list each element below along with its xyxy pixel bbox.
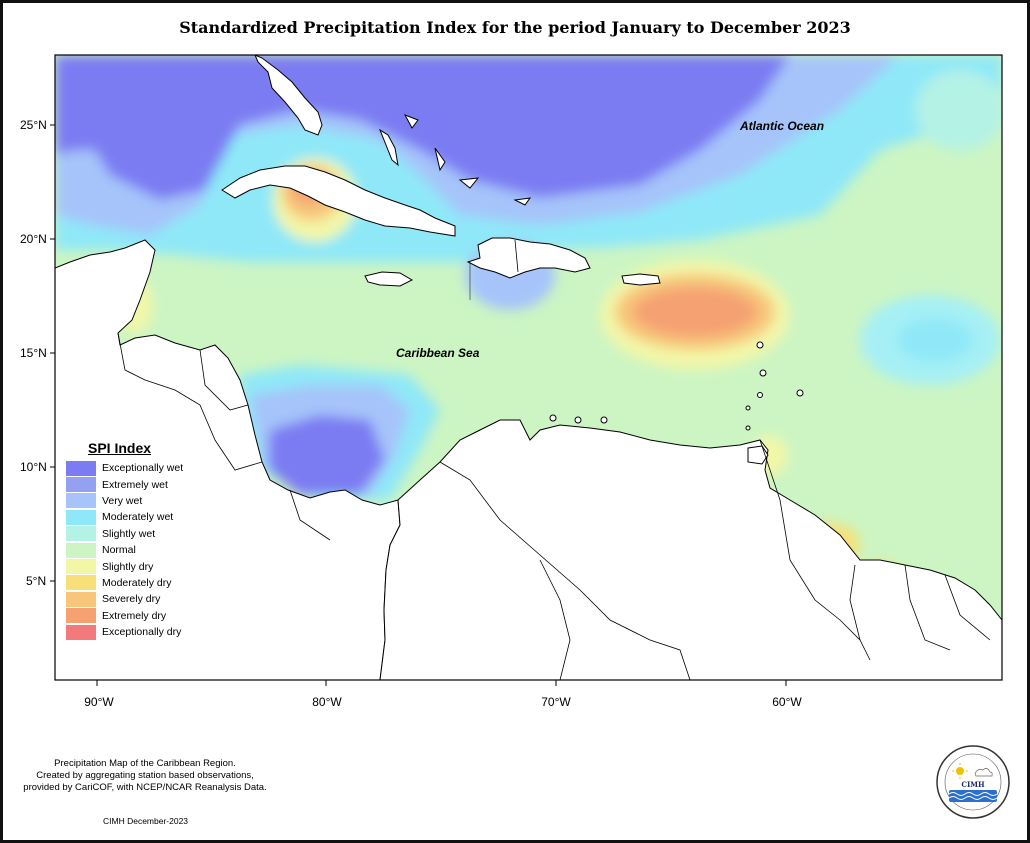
jamaica: [364, 271, 414, 287]
legend-swatch: [66, 575, 96, 591]
footer-note-line: Precipitation Map of the Caribbean Regio…: [54, 758, 236, 769]
south-america: [379, 419, 1002, 680]
border-guyana-suriname: [849, 564, 861, 641]
st-vincent: [745, 405, 751, 411]
legend-swatch: [66, 477, 96, 493]
legend-item: Normal: [66, 542, 183, 558]
sun-icon: [952, 763, 968, 779]
border-suriname-guiana: [904, 564, 951, 651]
lat-tick-25n: 25°N: [20, 118, 47, 132]
logo-text: CIMH: [961, 780, 985, 789]
legend-item: Exceptionally wet: [66, 460, 183, 476]
legend-swatch: [66, 509, 96, 525]
lat-tick-15n: 15°N: [20, 346, 47, 360]
lon-tick-90w: 90°W: [84, 695, 114, 709]
cimh-logo: CIMH: [936, 745, 1010, 819]
legend-label: Exceptionally dry: [102, 626, 182, 639]
lat-tick-5n: 5°N: [26, 574, 47, 588]
bonaire: [600, 416, 608, 424]
legend-title: SPI Index: [88, 440, 152, 456]
legend-rows: Exceptionally wet Extremely wet Very wet…: [66, 460, 183, 640]
lon-tick-60w: 60°W: [772, 695, 802, 709]
legend-swatch: [66, 526, 96, 542]
puerto-rico: [621, 273, 661, 286]
spi-legend: SPI Index Exceptionally wet Extremely we…: [66, 440, 183, 640]
guadeloupe: [756, 341, 764, 349]
legend-label: Moderately dry: [102, 576, 172, 589]
grenada: [745, 425, 751, 431]
legend-swatch: [66, 460, 96, 476]
legend-label: Moderately wet: [102, 511, 174, 524]
atlantic-ocean-label: Atlantic Ocean: [740, 119, 825, 133]
ne-carib-extremely-dry: [633, 287, 757, 337]
st-lucia: [757, 392, 763, 398]
border-colombia-venezuela: [439, 461, 691, 680]
lon-tick-70w: 70°W: [541, 695, 571, 709]
legend-item: Very wet: [66, 493, 183, 509]
legend-swatch: [66, 559, 96, 575]
legend-label: Extremely wet: [102, 478, 168, 491]
border-colombia-brazil: [539, 559, 571, 680]
legend-label: Severely dry: [102, 593, 161, 606]
border-guatemala-honduras: [117, 332, 263, 471]
footer-note-line: provided by CariCOF, with NCEP/NCAR Rean…: [23, 782, 267, 793]
wave-icon: [948, 790, 998, 802]
legend-label: Very wet: [102, 494, 143, 507]
turks-caicos: [513, 197, 532, 206]
bahamas-south: [458, 177, 480, 189]
legend-swatch: [66, 624, 96, 640]
sw-caribbean-exc-wet: [268, 415, 385, 495]
lat-tick-10n: 10°N: [20, 460, 47, 474]
map-title: Standardized Precipitation Index for the…: [179, 18, 851, 37]
lon-tick-80w: 80°W: [312, 695, 342, 709]
lat-tick-20n: 20°N: [20, 232, 47, 246]
cuba: [221, 165, 456, 237]
footer-note-line: Created by aggregating station based obs…: [36, 770, 254, 781]
bahamas-eleuthera: [434, 147, 446, 172]
border-honduras-nicaragua: [199, 349, 249, 411]
legend-item: Extremely wet: [66, 476, 183, 493]
legend-item: Exceptionally dry: [66, 624, 183, 640]
legend-swatch: [66, 591, 96, 607]
slightly-wet-ne: [915, 70, 1002, 150]
border-costa-rica-panama: [289, 489, 331, 541]
legend-item: Extremely dry: [66, 608, 183, 624]
legend-label: Extremely dry: [102, 609, 167, 622]
florida: [254, 55, 323, 136]
legend-label: Exceptionally wet: [102, 462, 184, 475]
bahamas-abaco: [403, 114, 419, 129]
border-guiana-brazil: [944, 574, 991, 641]
hispaniola: [466, 237, 591, 279]
legend-label: Slightly wet: [102, 527, 156, 540]
legend-item: Moderately wet: [66, 509, 183, 525]
exceptionally-wet-zone: [55, 55, 790, 200]
legend-label: Normal: [102, 544, 136, 557]
legend-swatch: [66, 608, 96, 624]
aruba: [549, 414, 557, 422]
legend-label: Slightly dry: [102, 560, 154, 573]
trinidad: [747, 445, 769, 465]
credit-text: CIMH December-2023: [103, 816, 189, 826]
moderately-wet-east: [897, 318, 973, 362]
plot-border: [54, 54, 1003, 681]
legend-item: Moderately dry: [66, 575, 183, 591]
legend-item: Slightly dry: [66, 558, 183, 575]
barbados: [796, 389, 804, 397]
legend-swatch: [66, 493, 96, 509]
legend-swatch: [66, 542, 96, 558]
legend-item: Severely dry: [66, 591, 183, 607]
caribbean-sea-label: Caribbean Sea: [396, 346, 480, 360]
legend-item: Slightly wet: [66, 526, 183, 542]
bahamas-andros: [378, 128, 399, 167]
land-masses: [55, 55, 1002, 680]
axis-ticks: [50, 124, 787, 686]
country-borders: [117, 239, 991, 680]
border-hispaniola: [514, 239, 519, 273]
cloud-icon: [974, 768, 993, 777]
curacao: [574, 416, 582, 424]
footer-note: Precipitation Map of the Caribbean Regio…: [10, 758, 280, 794]
martinique: [759, 369, 767, 377]
